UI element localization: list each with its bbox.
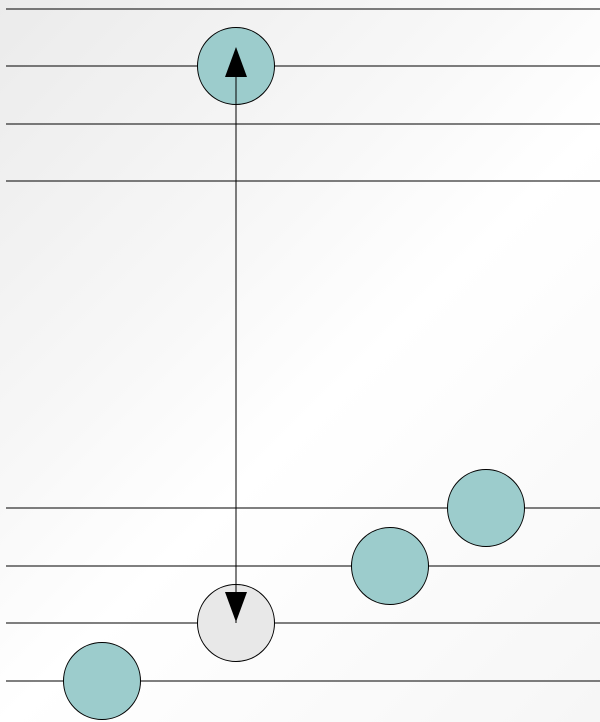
arrow-head-down	[225, 592, 247, 622]
particle-3-filled	[351, 527, 429, 605]
particle-4-filled	[447, 469, 525, 547]
arrow-head-up	[225, 47, 247, 77]
particles	[63, 27, 525, 720]
energy-levels	[6, 8, 600, 682]
particle-1-filled	[63, 642, 141, 720]
